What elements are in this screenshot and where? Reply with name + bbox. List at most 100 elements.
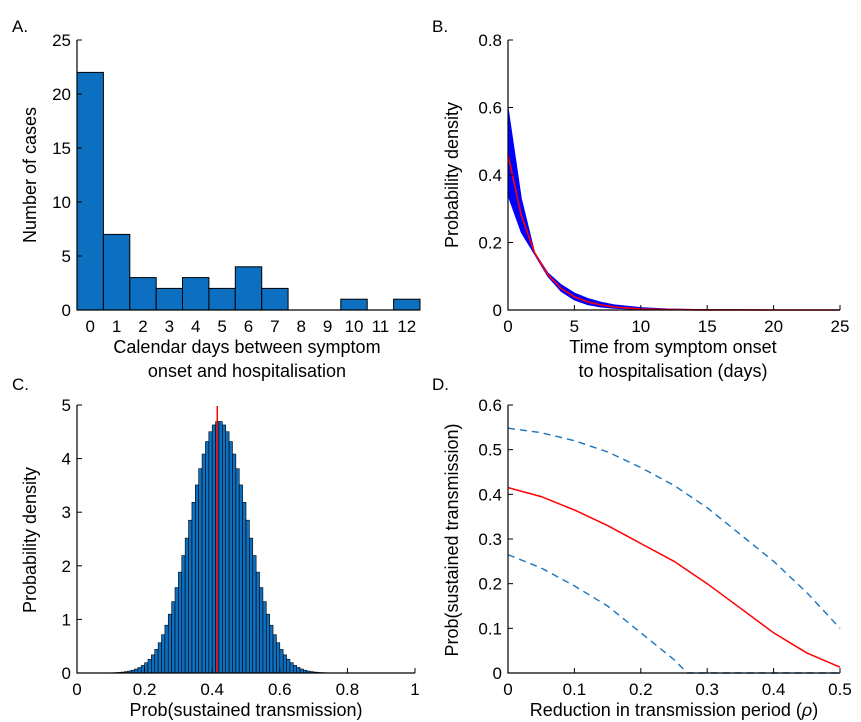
panel-c-bar <box>208 431 213 674</box>
panel-c-bar <box>259 587 264 674</box>
panel-c-xtick-label: 0.2 <box>133 680 157 699</box>
panel-a-bar <box>208 287 236 311</box>
panel-d-xtick-label: 0.4 <box>762 680 786 699</box>
panel-a-ytick-label: 0 <box>62 301 71 320</box>
panel-a-xtick-label: 11 <box>372 317 390 336</box>
panel-c-bar <box>245 519 250 674</box>
panel-d-ytick-label: 0.5 <box>478 441 502 460</box>
panel-c-ytick-label: 0 <box>62 664 71 683</box>
panel-c-bar <box>167 613 172 674</box>
panel-c-bar <box>276 642 281 674</box>
panel-d-ytick-label: 0.3 <box>478 530 502 549</box>
panel-c-bar <box>228 441 233 674</box>
panel-c-bar <box>154 649 159 674</box>
panel-a-xtick-label: 6 <box>244 317 253 336</box>
panel-c-bar <box>262 601 267 674</box>
panel-b-xtick-label: 20 <box>764 317 783 336</box>
panel-a-xtick-label: 3 <box>165 317 174 336</box>
panel-c-bar <box>137 667 142 674</box>
panel-b-ytick-label: 0.2 <box>478 234 502 253</box>
panel-c-bar <box>174 587 179 674</box>
panel-a-ytick-label: 15 <box>52 139 71 158</box>
panel-c-xtick-label: 0 <box>72 680 81 699</box>
panel-c-bar <box>242 502 247 674</box>
panel-a-xtick-label: 10 <box>345 317 364 336</box>
panel-c-label: C. <box>12 375 29 394</box>
panel-c-bar <box>269 624 274 674</box>
panel-a-ylabel: Number of cases <box>20 107 40 243</box>
panel-b-ylabel: Probability density <box>442 102 462 248</box>
panel-b-ytick-label: 0.4 <box>478 166 502 185</box>
panel-c-bar <box>161 634 166 674</box>
panel-c-bar <box>181 555 186 674</box>
panel-c-bar <box>151 654 156 674</box>
panel-a-xlabel-line2: onset and hospitalisation <box>148 361 346 381</box>
panel-d-xtick-label: 0.5 <box>828 680 852 699</box>
panel-d-ytick-label: 0.4 <box>478 485 502 504</box>
panel-d-ytick-label: 0.1 <box>478 619 502 638</box>
panel-b: B. 0 0.2 0.4 0.6 0.8 0 5 10 15 20 25 Probability … <box>432 17 849 381</box>
panel-c-bar <box>252 555 257 674</box>
panel-c-xtick-label: 0.6 <box>268 680 292 699</box>
panel-c-bar <box>218 421 223 674</box>
panel-c-bar <box>238 484 243 674</box>
panel-c-bar <box>198 468 203 674</box>
panel-a-xlabel-line1: Calendar days between symptom <box>113 337 380 357</box>
panel-c-ytick-label: 3 <box>62 503 71 522</box>
panel-c-ytick-label: 1 <box>62 610 71 629</box>
panel-b-xlabel-line1: Time from symptom onset <box>569 337 776 357</box>
panel-b-xtick-label: 5 <box>570 317 579 336</box>
panel-a-xtick-label: 1 <box>112 317 121 336</box>
panel-c-bar <box>282 654 287 674</box>
panel-d-axes <box>507 405 840 674</box>
panel-c-bar <box>235 468 240 674</box>
panel-c-bar <box>265 613 270 674</box>
panel-a-bar <box>234 266 263 311</box>
panel-a-xtick-label: 0 <box>85 317 94 336</box>
panel-c-bar <box>296 667 301 674</box>
panel-d-label: D. <box>432 375 449 394</box>
panel-a-xtick-label: 9 <box>323 317 332 336</box>
panel-c-bar <box>272 634 277 674</box>
panel-d-ytick-label: 0.2 <box>478 575 502 594</box>
panel-a-xtick-label: 4 <box>191 317 200 336</box>
panel-a-bar <box>155 287 184 311</box>
panel-d-xlabel-symbol: ρ <box>801 700 812 720</box>
panel-b-axes <box>507 40 840 311</box>
panel-b-ytick-label: 0 <box>493 301 502 320</box>
panel-c-bar <box>211 424 216 674</box>
panel-c-bar <box>232 453 237 674</box>
panel-c-bar <box>201 453 206 674</box>
panel-c-bar <box>188 519 193 674</box>
panel-c-ytick-label: 2 <box>62 557 71 576</box>
panel-a-ytick-label: 25 <box>52 31 71 50</box>
panel-c-bar <box>249 537 254 674</box>
panel-a-bar <box>129 277 157 311</box>
panel-c-bar <box>144 662 149 674</box>
panel-b-xlabel-line2: to hospitalisation (days) <box>578 361 767 381</box>
panel-c-ytick-label: 4 <box>62 450 71 469</box>
panel-c-xtick-label: 0.4 <box>200 680 224 699</box>
panel-a-ytick-label: 10 <box>52 193 71 212</box>
panel-a-xtick-label: 7 <box>270 317 279 336</box>
panel-c-bar <box>289 662 294 674</box>
panel-d-ytick-label: 0.6 <box>478 396 502 415</box>
panel-c-ytick-label: 5 <box>62 396 71 415</box>
panel-c-bar <box>184 537 189 674</box>
panel-c-xtick-label: 0.8 <box>336 680 360 699</box>
panel-a-bar <box>76 71 104 311</box>
panel-c: C. 0 1 2 3 4 5 0 0.2 0.4 0.6 0.8 1 Probability den… <box>12 375 420 720</box>
panel-d-xtick-label: 0 <box>503 680 512 699</box>
panel-c-bar <box>286 658 291 674</box>
panel-c-bar <box>293 665 298 674</box>
panel-b-xtick-label: 25 <box>831 317 850 336</box>
panel-c-bar <box>147 658 152 674</box>
panel-b-xtick-label: 10 <box>631 317 650 336</box>
panel-c-ylabel: Probability density <box>20 467 40 613</box>
panel-a-label: A. <box>12 17 28 36</box>
panel-d-xlabel-close: ) <box>812 700 818 720</box>
panel-b-ytick-label: 0.8 <box>478 31 502 50</box>
panel-c-xtick-label: 1 <box>410 680 419 699</box>
